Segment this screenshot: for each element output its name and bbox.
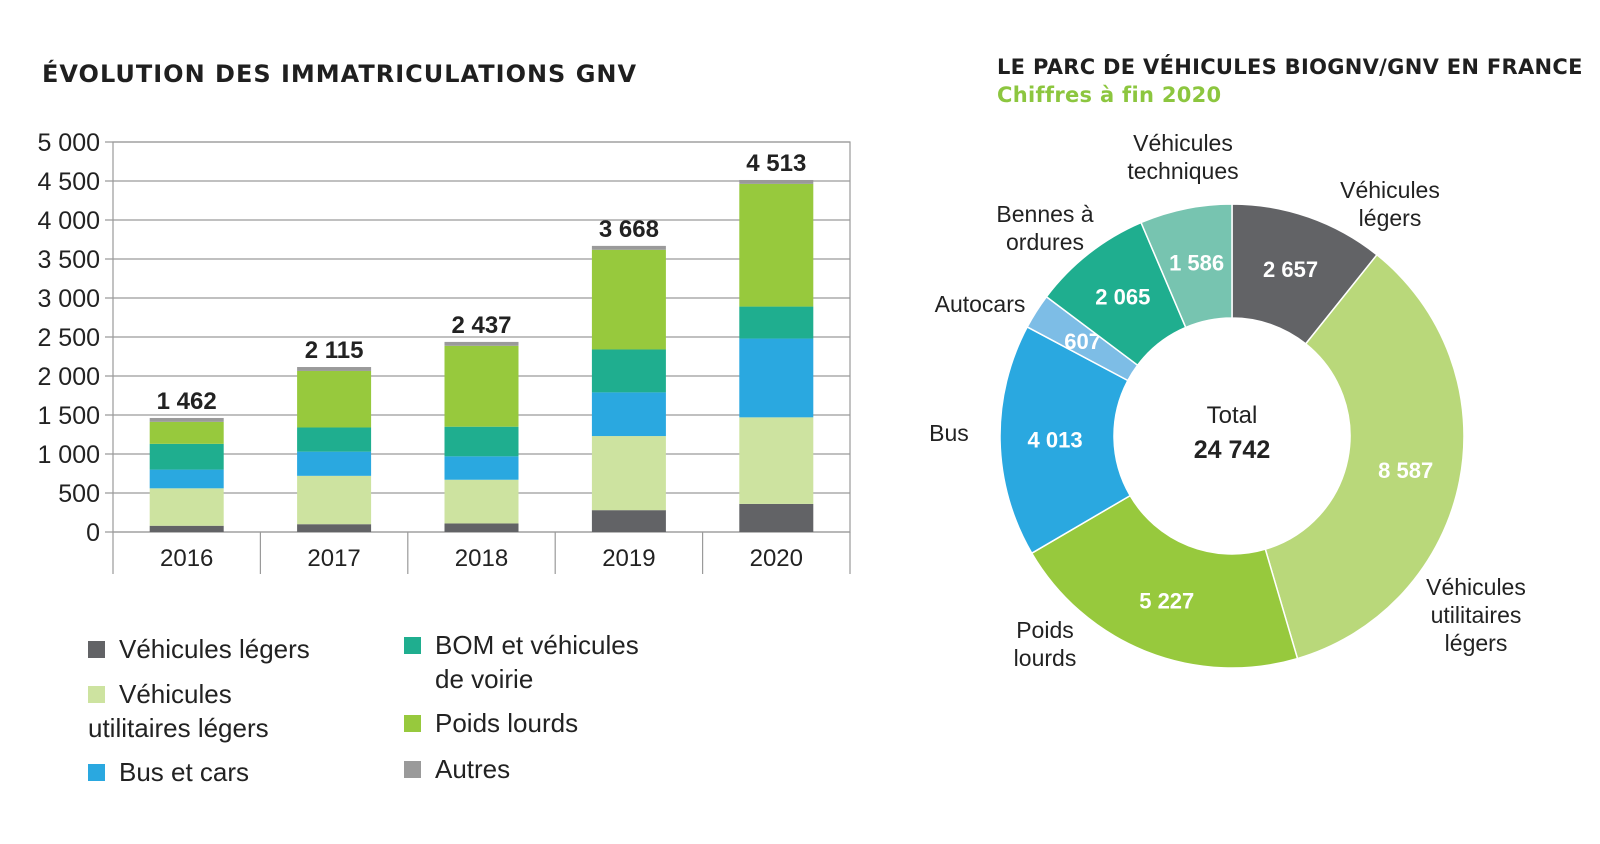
donut-value-label: 607 [1064,329,1101,354]
legend-label: Poids lourds [435,708,579,738]
bar-segment [739,179,814,184]
bar-segment [444,426,519,457]
donut-slice [1231,203,1378,345]
y-tick-label: 1 500 [37,402,100,430]
donut-value-label: 2 657 [1263,257,1318,282]
bar-segment [297,475,372,525]
x-tick-label: 2017 [307,545,360,572]
bar-segment [149,488,224,526]
legend-label: Autres [435,754,511,784]
y-tick-label: 2 000 [37,363,100,391]
donut-slice [1026,295,1139,382]
bar-segment [591,436,666,511]
y-tick-label: 3 500 [37,246,100,274]
bar-segment [591,249,666,350]
legend-item: Autres [404,752,510,786]
donut-slice [1045,221,1187,367]
y-tick-label: 4 500 [37,168,100,196]
donut-slice [999,325,1132,555]
legend-swatch [404,715,421,732]
legend-item: Véhicules utilitaires légers [88,677,269,745]
donut-value-label: 4 013 [1028,428,1083,453]
bar-segment [297,370,372,428]
bar-segment [444,345,519,427]
y-tick-label: 1 000 [37,441,100,469]
legend-label: Bus et cars [119,757,250,787]
legend-swatch [88,764,105,781]
y-tick-label: 500 [58,480,100,508]
legend-swatch [404,761,421,778]
bar-total-label: 2 115 [305,337,364,364]
x-tick-label: 2018 [455,545,508,572]
legend-swatch [404,637,421,654]
legend-label: Véhicules légers [119,634,310,664]
bar-segment [739,306,814,339]
legend-label: de voirie [435,664,534,694]
donut-category-label: Véhicules techniques [1127,130,1238,184]
bar-segment [149,443,224,470]
bar-total-label: 2 437 [451,312,511,339]
donut-slice [1264,253,1465,660]
bar-segment [149,421,224,444]
bar-segment [739,503,814,532]
bar-segment [149,469,224,489]
bar-total-label: 1 462 [157,388,217,415]
legend-swatch [88,686,105,703]
bar-segment [297,367,372,371]
y-tick-label: 3 000 [37,285,100,313]
bar-segment [297,524,372,532]
bar-segment [591,392,666,437]
bar-segment [591,349,666,393]
bar-segment [444,456,519,480]
bar-segment [444,523,519,532]
legend-item: BOM et véhicules de voirie [404,628,639,696]
donut-slice [1140,203,1233,329]
legend-label: Véhicules [119,679,232,709]
bar-segment [591,245,666,250]
donut-chart-title: LE PARC DE VÉHICULES BIOGNV/GNV EN FRANC… [997,55,1583,79]
donut-category-label: Bus [929,420,969,446]
bar-segment [739,338,814,418]
donut-category-label: Bennes à ordures [996,201,1093,255]
x-tick-label: 2019 [602,545,655,572]
bar-segment [149,417,224,422]
y-tick-label: 4 000 [37,207,100,235]
donut-slice [1030,494,1299,669]
x-tick-label: 2020 [750,545,803,572]
donut-value-label: 8 587 [1378,458,1433,483]
y-tick-label: 0 [86,519,100,547]
donut-center-value: 24 742 [1194,436,1270,464]
donut-value-label: 2 065 [1095,285,1150,310]
bar-chart-title: ÉVOLUTION DES IMMATRICULATIONS GNV [42,60,638,88]
donut-category-label: Poids lourds [1014,617,1077,671]
legend-label: BOM et véhicules [435,630,639,660]
legend-item: Bus et cars [88,755,249,789]
donut-center-label: Total [1207,402,1258,429]
bar-total-label: 4 513 [746,150,806,177]
bar-segment [444,479,519,524]
bar-segment [297,427,372,452]
x-tick-label: 2016 [160,545,213,572]
y-tick-label: 5 000 [37,129,100,157]
legend-item: Véhicules légers [88,632,310,666]
donut-category-label: Autocars [935,291,1026,317]
legend-swatch [88,641,105,658]
legend-item: Poids lourds [404,706,578,740]
donut-value-label: 1 586 [1169,251,1224,276]
bar-total-label: 3 668 [599,216,659,243]
legend-label: utilitaires légers [88,713,269,743]
donut-value-label: 5 227 [1139,589,1194,614]
bar-segment [444,341,519,346]
bar-segment [297,451,372,476]
bar-segment [739,183,814,307]
donut-category-label: Véhicules légers [1340,177,1440,231]
y-tick-label: 2 500 [37,324,100,352]
bar-segment [149,525,224,532]
donut-category-label: Véhicules utilitaires légers [1426,574,1526,656]
bar-segment [739,417,814,504]
donut-chart-subtitle: Chiffres à fin 2020 [997,83,1222,107]
bar-segment [591,510,666,532]
bar-chart: 0 500 1 000 1 500 2 000 2 500 3 000 3 500 4 000 4… [37,129,851,574]
